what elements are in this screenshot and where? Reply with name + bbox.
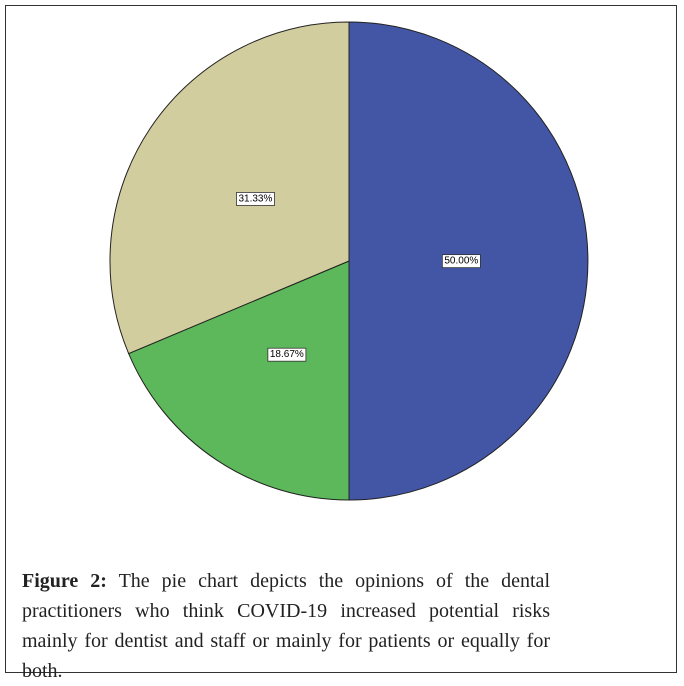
pie-slice: [109, 21, 350, 355]
chart: 50.00% 18.67% 31.33%: [109, 21, 589, 501]
data-label: 50.00%: [444, 256, 478, 267]
data-label-box: [236, 192, 275, 206]
figure-frame: [5, 5, 677, 673]
data-label-box: [267, 347, 307, 362]
data-label: 18.67%: [270, 349, 304, 360]
data-label: 31.33%: [238, 193, 272, 204]
caption-label: Figure 2:: [22, 570, 107, 592]
caption: Figure 2: The pie chart depicts the opin…: [22, 566, 550, 686]
pie-slice: [128, 260, 350, 501]
caption-text: The pie chart depicts the opinions of th…: [22, 570, 550, 682]
data-label-box: [441, 254, 481, 269]
